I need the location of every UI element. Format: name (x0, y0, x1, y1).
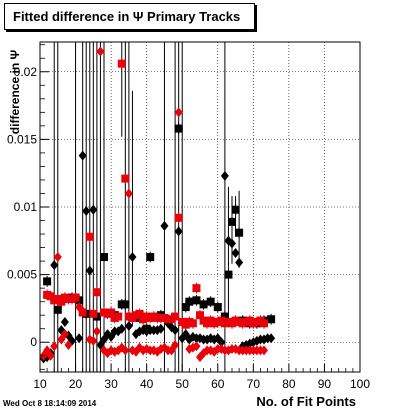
x-tick-label: 60 (211, 377, 225, 391)
data-point-diamond (92, 326, 101, 337)
data-point-diamond (46, 350, 55, 361)
data-point-square (174, 213, 183, 222)
data-point-diamond (78, 150, 87, 161)
data-point-diamond (96, 46, 105, 57)
x-tick-label: 80 (282, 377, 296, 391)
data-point-diamond (156, 323, 165, 334)
data-point-square (224, 270, 233, 279)
x-tick-label: 100 (350, 377, 370, 391)
data-point-square (260, 319, 268, 328)
data-point-diamond (231, 247, 240, 258)
data-point-square (188, 319, 197, 328)
data-point-square (57, 297, 66, 306)
data-point-square (43, 277, 52, 286)
data-point-square (121, 174, 130, 183)
data-point-square (85, 232, 94, 241)
x-tick-label: 30 (104, 377, 118, 391)
data-point-square (231, 205, 240, 214)
data-markers (39, 46, 276, 364)
data-point-diamond (220, 170, 229, 181)
data-point-square (181, 303, 190, 312)
data-point-square (192, 284, 201, 293)
data-point-diamond (128, 252, 137, 263)
data-point-diamond (121, 345, 130, 356)
data-point-square (199, 300, 208, 309)
data-point-square (235, 228, 244, 237)
y-axis-label: difference in Ψ (8, 50, 22, 135)
data-point-square (46, 292, 55, 301)
data-point-square (146, 253, 155, 262)
data-point-square (267, 315, 276, 324)
x-tick-label: 70 (247, 377, 261, 391)
data-point-square (220, 312, 229, 321)
data-point-diamond (228, 238, 236, 249)
y-tick-label: 0.015 (7, 132, 37, 146)
x-tick-label: 90 (318, 377, 332, 391)
data-point-diamond (57, 325, 66, 336)
data-point-diamond (192, 341, 201, 352)
data-point-square (192, 296, 201, 305)
data-point-diamond (249, 337, 258, 348)
data-point-diamond (174, 107, 183, 118)
data-point-diamond (160, 220, 169, 231)
data-point-diamond (124, 321, 133, 332)
data-point-square (121, 300, 130, 309)
data-point-diamond (124, 188, 133, 199)
data-point-diamond (60, 329, 69, 340)
data-point-diamond (89, 204, 98, 215)
y-tick-label: 0 (30, 335, 37, 349)
data-point-square (196, 311, 204, 320)
y-tick-label: 0.005 (7, 268, 37, 282)
data-point-diamond (171, 325, 180, 336)
data-point-square (228, 217, 236, 226)
data-point-square (117, 59, 126, 68)
data-point-square (171, 312, 180, 321)
x-tick-label: 20 (69, 377, 83, 391)
data-point-diamond (50, 260, 59, 271)
data-point-diamond (260, 345, 268, 356)
data-point-diamond (82, 206, 91, 217)
x-tick-label: 40 (140, 377, 154, 391)
data-point-diamond (57, 334, 66, 345)
data-point-diamond (217, 337, 226, 348)
x-tick-label: 50 (176, 377, 190, 391)
x-tick-label: 10 (33, 377, 47, 391)
data-point-square (174, 124, 183, 133)
data-point-square (100, 253, 108, 262)
data-point-square (206, 297, 215, 306)
y-tick-label: 0.02 (14, 65, 38, 79)
data-point-diamond (64, 339, 73, 350)
chart-title: Fitted difference in Ψ Primary Tracks (13, 9, 241, 24)
data-point-diamond (89, 335, 98, 346)
data-point-diamond (50, 341, 59, 352)
data-point-diamond (117, 323, 126, 334)
data-point-diamond (60, 316, 69, 327)
y-tick-label: 0.01 (14, 200, 38, 214)
chart-title-box: Fitted difference in Ψ Primary Tracks (4, 3, 255, 30)
data-point-square (92, 288, 101, 297)
data-point-diamond (171, 339, 180, 350)
data-point-square (114, 312, 123, 321)
data-point-square (135, 309, 144, 318)
data-point-diamond (85, 265, 94, 276)
data-point-diamond (235, 257, 244, 268)
x-axis-label: No. of Fit Points (256, 394, 356, 409)
data-point-square (107, 308, 116, 317)
data-point-square (53, 305, 62, 314)
data-point-square (185, 297, 194, 306)
data-point-diamond (174, 226, 183, 237)
data-point-square (78, 308, 87, 317)
data-point-square (213, 303, 222, 312)
timestamp: Wed Oct 8 18:14:09 2014 (3, 399, 97, 408)
data-point-square (89, 309, 98, 318)
axes: 10 20 30 40 50 60 70 80 90 100 0 0.005 0.01 0.015 0.02 (7, 44, 370, 391)
data-point-diamond (267, 333, 276, 344)
data-point-diamond (75, 333, 84, 344)
data-point-square (71, 293, 80, 302)
data-point-diamond (53, 252, 62, 263)
